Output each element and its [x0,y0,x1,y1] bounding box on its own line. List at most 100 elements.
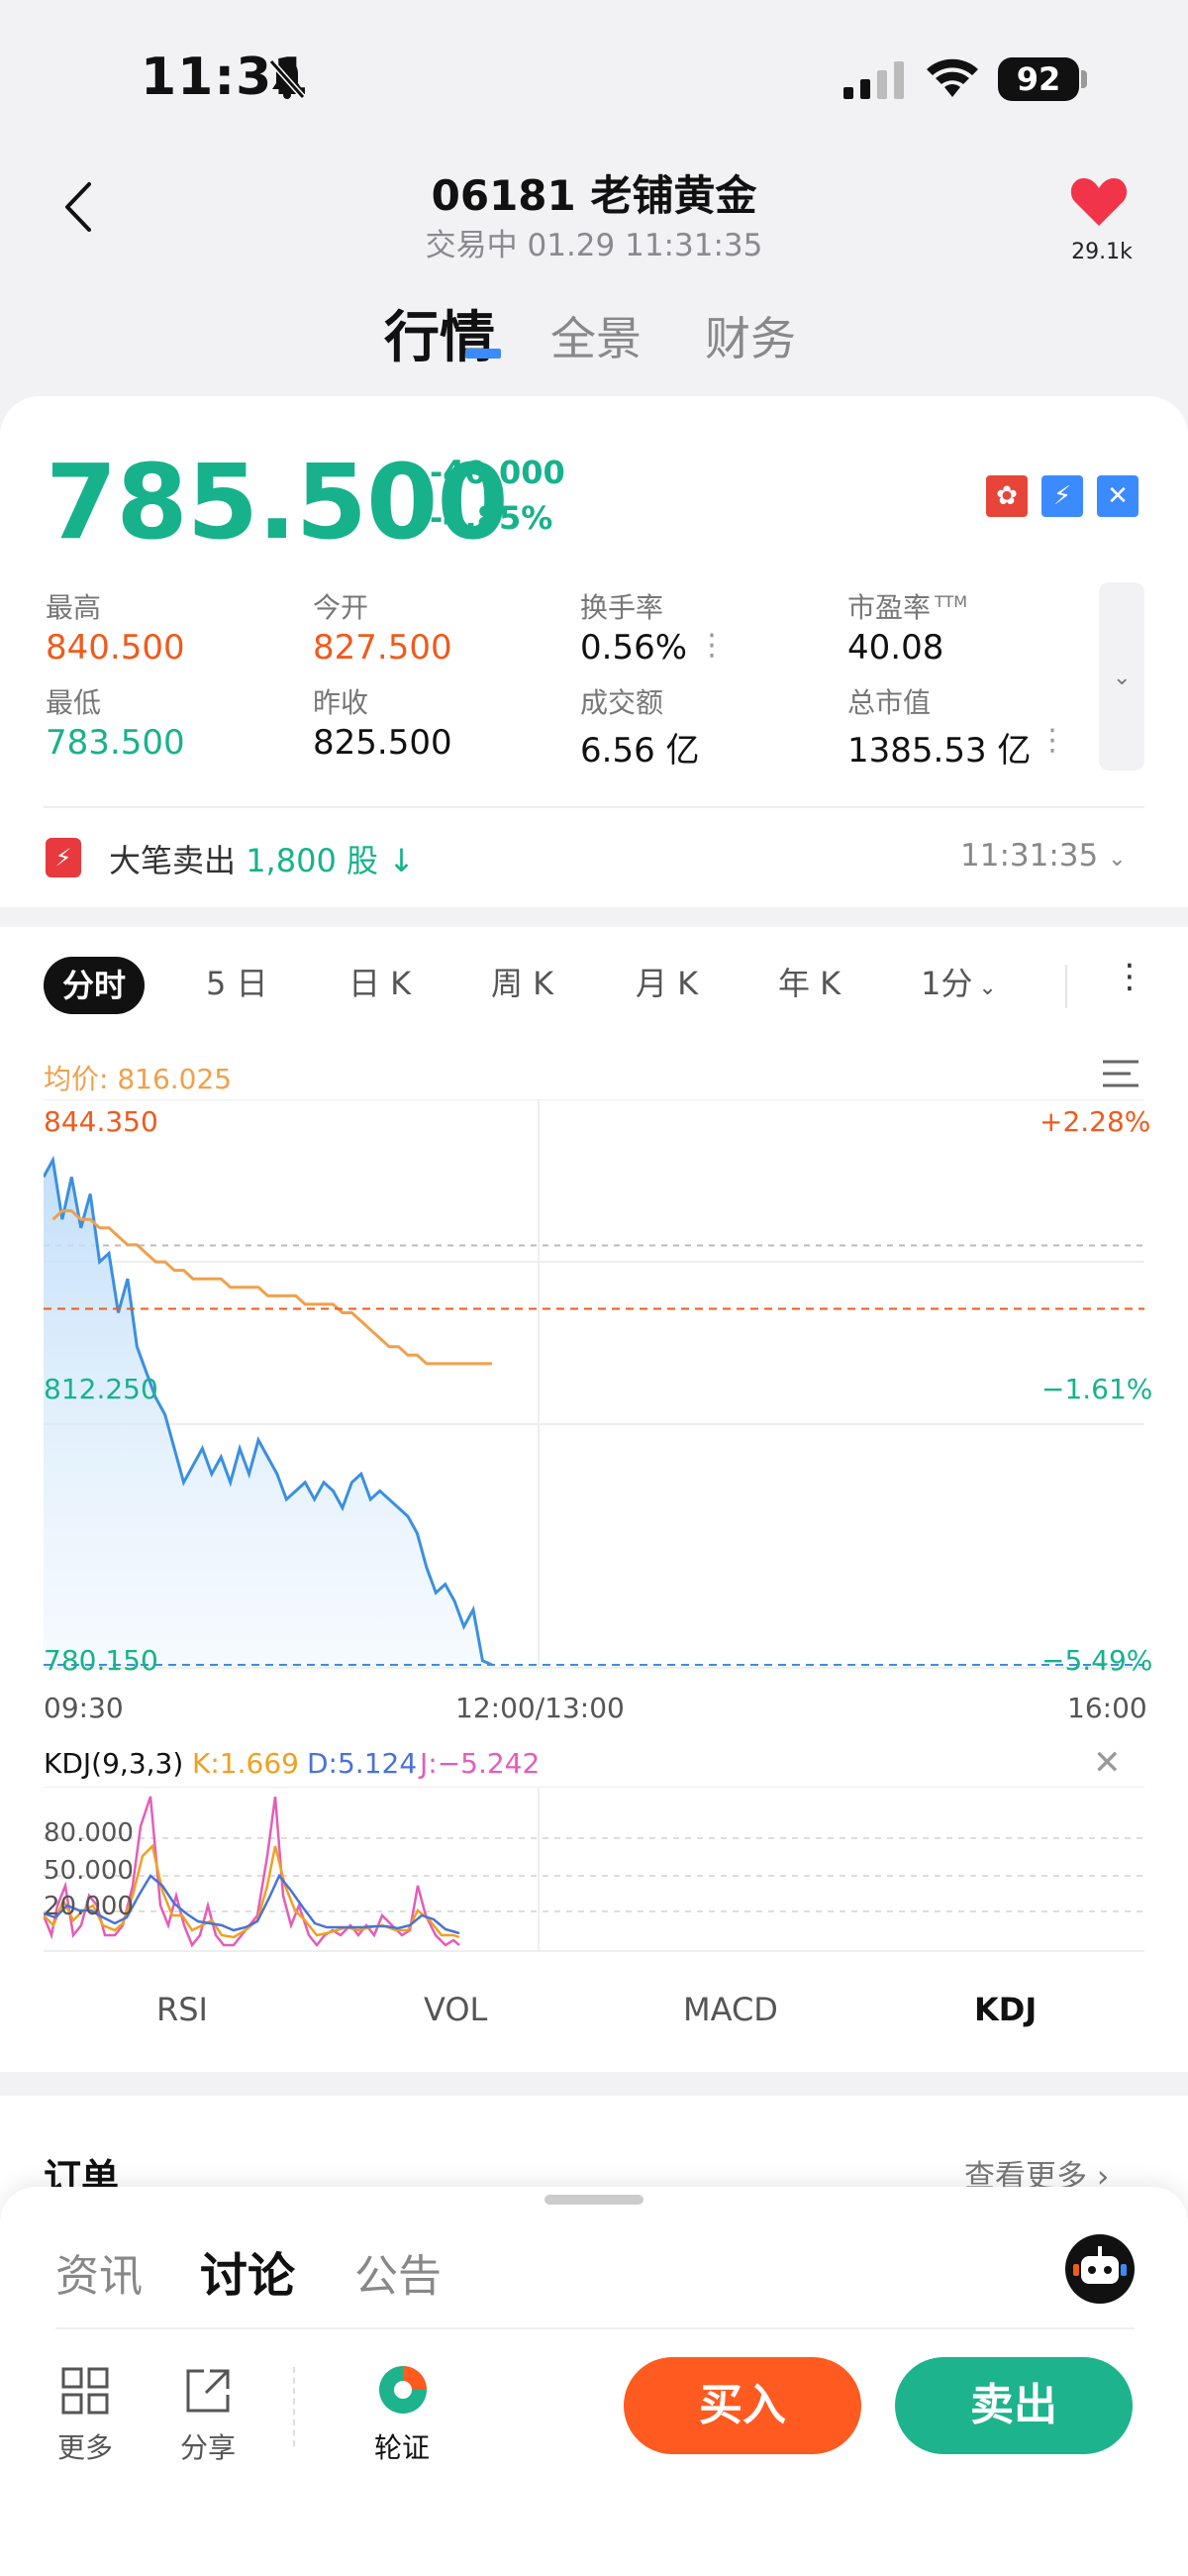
market-cap-more-icon[interactable]: ⋮ [1038,723,1067,758]
period-tab-intraday[interactable]: 分时 [44,957,145,1014]
stat-value-low: 783.500 [46,723,185,763]
favorite-heart-icon[interactable] [1069,174,1129,228]
grid-more-icon[interactable] [61,2367,109,2415]
sheet-divider [55,2327,1135,2329]
warrant-icon[interactable] [376,2363,430,2417]
y-label-low: 780.150 [44,1644,158,1677]
period-tab-minute[interactable]: 1分 ⌄ [921,959,997,1004]
y-label-high: 844.350 [44,1105,158,1138]
tab-market[interactable]: 行情 [384,306,495,370]
chevron-down-icon: ⌄ [978,976,997,1000]
big-trade-notice[interactable]: 大笔卖出 1,800 股 ↓ [109,836,415,881]
intraday-price-chart[interactable] [44,1099,1144,1678]
toolbar-separator [293,2367,295,2446]
stat-value-open: 827.500 [313,628,452,668]
expand-stats-button[interactable]: ⌄ [1099,582,1144,771]
stat-value-pe: 40.08 [847,628,944,668]
stock-connect-icon: ⚡ [1041,475,1083,517]
stat-label-turnover-rate: 换手率 [580,591,664,624]
tab-financials[interactable]: 财务 [705,312,796,365]
back-arrow-icon[interactable] [63,180,93,234]
big-trade-time[interactable]: 11:31:35 ⌄ [960,838,1127,874]
chevron-right-icon: › [1096,2159,1110,2195]
period-tab-monthly[interactable]: 月 K [636,965,699,1002]
chart-more-icon[interactable]: ⋮ [1113,957,1146,996]
big-trade-qty: 1,800 股 [246,842,378,879]
stat-value-turnover: 6.56 亿 [580,731,700,771]
arrow-down-icon: ↓ [388,842,415,879]
indicator-tab-rsi[interactable]: RSI [156,1991,208,2028]
tab-active-indicator [465,349,501,359]
sheet-tab-news[interactable]: 资讯 [55,2251,143,2302]
sheet-grabber[interactable] [544,2195,644,2205]
price-change: -40.000 [430,454,565,491]
divider [44,806,1144,808]
indicator-tab-vol[interactable]: VOL [424,1991,488,2028]
stat-value-market-cap: 1385.53 亿 [847,731,1032,771]
period-tab-weekly[interactable]: 周 K [491,965,554,1002]
pct-label-mid: −1.61% [1041,1373,1153,1405]
minute-label: 1分 [921,965,973,1002]
turnover-more-icon[interactable]: ⋮ [697,628,727,663]
last-price: 785.500 [46,442,509,563]
indicator-tab-kdj[interactable]: KDJ [974,1991,1038,2028]
robot-icon [1073,2246,1127,2284]
pe-label-text: 市盈率 [847,591,932,624]
sheet-tab-announcements[interactable]: 公告 [354,2251,442,2302]
price-line [44,1155,493,1667]
x-label-open: 09:30 [44,1692,124,1724]
more-label[interactable]: 更多 [57,2431,114,2464]
sell-button[interactable]: 卖出 [895,2357,1133,2454]
stat-value-prev-close: 825.500 [313,723,452,763]
chart-settings-menu-icon[interactable] [1101,1058,1140,1089]
stat-label-low: 最低 [46,686,102,719]
stat-label-market-cap: 总市值 [847,686,932,719]
x-label-midday: 12:00/13:00 [455,1692,625,1724]
chevron-down-icon: ⌄ [1108,847,1127,872]
kdj-tick-20: 20.000 [44,1892,134,1921]
kdj-name: KDJ(9,3,3) [44,1747,184,1780]
ai-assistant-icon[interactable] [1065,2234,1135,2304]
price-change-percent: -4.85% [430,499,553,537]
hk-flag-icon: ✿ [986,475,1028,517]
pct-label-high: +2.28% [1040,1105,1151,1138]
stat-label-high: 最高 [46,591,102,624]
stock-title: 06181 老铺黄金 [431,171,757,220]
cellular-signal-icon [843,61,904,99]
warrant-label[interactable]: 轮证 [374,2431,431,2464]
stat-label-open: 今开 [313,591,369,624]
avg-price-label: 均价: 816.025 [44,1063,233,1095]
close-indicator-icon[interactable]: ✕ [1093,1743,1122,1783]
chart-grid [44,1099,1144,1669]
period-tab-daily[interactable]: 日 K [348,965,412,1002]
price-area-fill [44,1160,492,1668]
kdj-j: J:−5.242 [420,1747,541,1780]
favorite-count: 29.1k [1071,240,1133,264]
pe-ttm-sup: TTM [935,591,968,611]
period-tab-5d[interactable]: 5 日 [206,965,268,1002]
x-label-close: 16:00 [1067,1692,1147,1724]
market-badges: ✿ ⚡ ✕ [986,475,1138,517]
sheet-tab-discussion[interactable]: 讨论 [200,2248,296,2304]
battery-tip [1081,70,1087,88]
period-tab-yearly[interactable]: 年 K [778,965,842,1002]
short-sell-icon: ✕ [1097,475,1138,517]
tab-overview[interactable]: 全景 [550,312,642,365]
kdj-d: D:5.124 [307,1747,418,1780]
buy-button[interactable]: 买入 [624,2357,861,2454]
stat-label-turnover: 成交额 [580,686,664,719]
share-icon[interactable] [184,2367,232,2415]
kdj-chart [44,1787,1144,1952]
chevron-down-icon: ⌄ [1113,666,1132,690]
big-trade-icon: ⚡ [46,838,81,877]
big-trade-label: 大笔卖出 [109,842,237,879]
stat-label-prev-close: 昨收 [313,686,369,719]
share-label[interactable]: 分享 [180,2431,237,2464]
bell-muted-icon [268,59,306,99]
indicator-tab-macd[interactable]: MACD [683,1991,778,2028]
stat-value-high: 840.500 [46,628,185,668]
y-label-mid: 812.250 [44,1373,158,1405]
trading-status: 交易中 01.29 11:31:35 [425,228,763,263]
kdj-d-line [44,1873,460,1935]
stat-value-turnover-rate: 0.56% [580,628,688,668]
